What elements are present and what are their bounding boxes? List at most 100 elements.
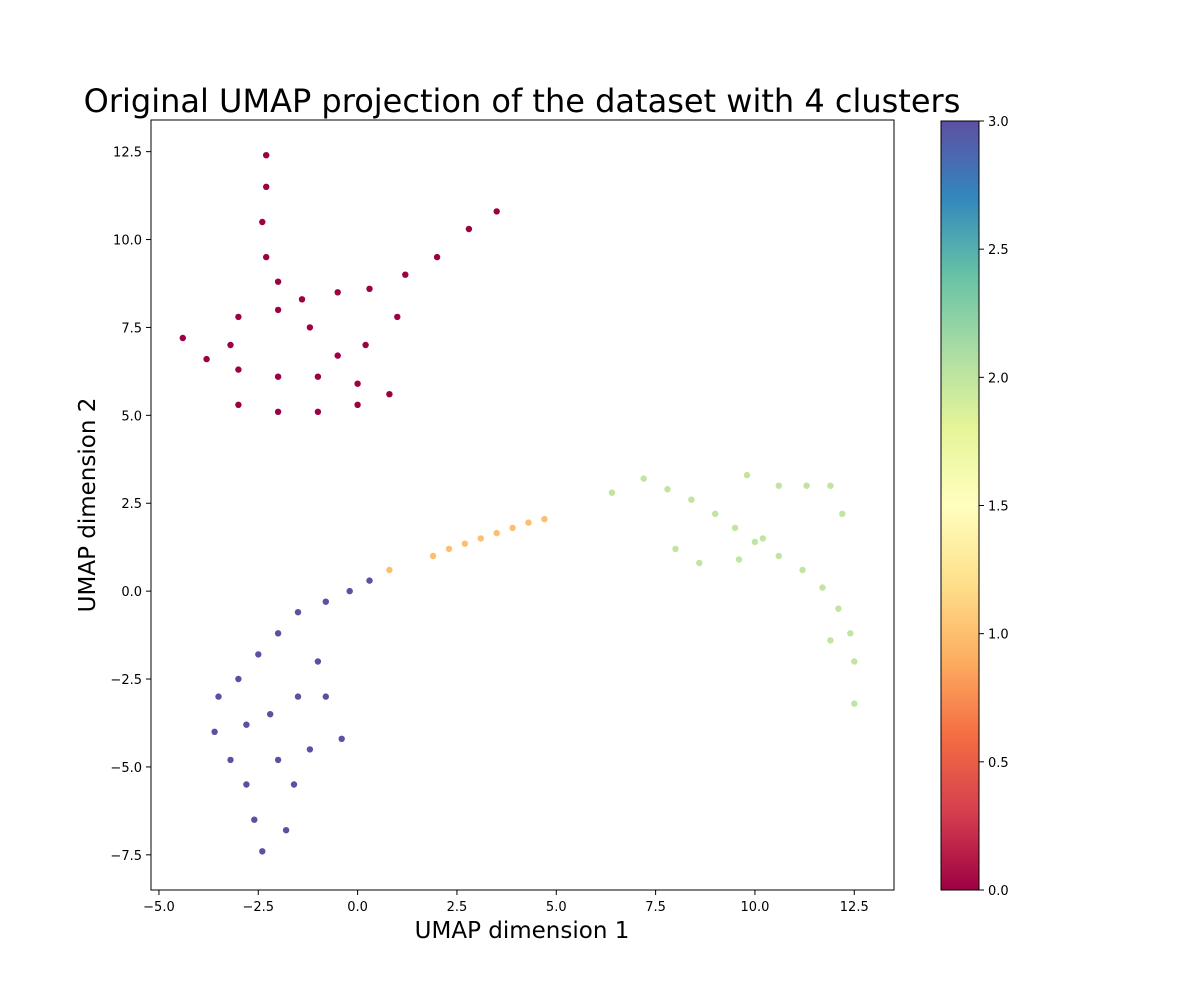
scatter-point [263, 183, 270, 190]
y-tick-label: 5.0 [121, 409, 142, 424]
scatter-point [274, 630, 282, 637]
scatter-point [664, 486, 671, 493]
scatter-point [267, 711, 274, 718]
scatter-point [688, 496, 695, 503]
scatter-point [835, 605, 842, 612]
scatter-point [847, 630, 854, 637]
scatter-point [803, 482, 810, 489]
scatter-point [759, 535, 767, 542]
scatter-point [394, 313, 401, 321]
scatter-point [203, 355, 210, 363]
scatter-point [322, 693, 329, 700]
y-tick-label: −5.0 [110, 761, 142, 776]
scatter-point [243, 721, 250, 728]
scatter-point [282, 827, 290, 834]
scatter-point [461, 540, 469, 547]
scatter-point [306, 324, 314, 331]
plot-area [179, 152, 858, 855]
scatter-point [827, 482, 834, 489]
scatter-point [314, 408, 322, 415]
y-tick-label: 7.5 [121, 321, 142, 336]
scatter-point [672, 545, 679, 553]
y-axis-label: UMAP dimension 2 [75, 398, 101, 613]
scatter-point [235, 313, 242, 321]
scatter-point [819, 584, 826, 591]
x-tick-label: 0.0 [347, 900, 368, 915]
colorbar-tick-label: 0.0 [988, 884, 1009, 899]
scatter-point [274, 373, 282, 380]
plot-frame [150, 119, 895, 891]
colorbar-tick-label: 2.5 [988, 243, 1009, 258]
colorbar-tick-label: 2.0 [988, 371, 1009, 386]
scatter-point [839, 510, 846, 517]
scatter-point [211, 728, 218, 735]
scatter-point [509, 524, 516, 532]
scatter-point [731, 524, 739, 532]
scatter-point [274, 408, 282, 415]
scatter-point [259, 848, 266, 855]
scatter-point [608, 489, 616, 496]
scatter-point [334, 352, 341, 359]
y-tick-label: 10.0 [113, 234, 142, 249]
x-tick-label: 5.0 [546, 900, 567, 915]
scatter-point [851, 658, 858, 665]
scatter-point [274, 756, 282, 764]
y-tick-label: −2.5 [110, 673, 142, 688]
scatter-point [402, 271, 409, 278]
colorbar [940, 120, 980, 891]
scatter-point [386, 391, 393, 398]
scatter-point [314, 658, 322, 665]
scatter-point [493, 208, 500, 215]
colorbar-tick-label: 1.5 [988, 500, 1009, 515]
scatter-point [640, 475, 647, 482]
scatter-point [227, 341, 234, 349]
scatter-point [227, 756, 234, 764]
scatter-point [827, 637, 834, 644]
scatter-point [346, 587, 353, 595]
scatter-point [799, 566, 806, 574]
scatter-point [334, 289, 341, 296]
scatter-point [465, 225, 473, 233]
scatter-point [433, 253, 441, 261]
y-axis: −7.5 −5.0 −2.5 0.0 2.5 5.0 7.5 10.0 12.5 [110, 146, 151, 864]
scatter-point [322, 598, 329, 605]
scatter-point [259, 218, 266, 226]
x-axis: −5.0 −2.5 0.0 2.5 5.0 7.5 10.0 12.5 [143, 890, 869, 915]
x-tick-label: 10.0 [740, 900, 769, 915]
x-tick-label: 7.5 [645, 900, 666, 915]
scatter-point [235, 675, 242, 683]
scatter-point [274, 306, 282, 314]
scatter-point [215, 693, 222, 700]
scatter-point [298, 296, 306, 303]
scatter-point [243, 781, 250, 788]
scatter-point [735, 556, 743, 563]
scatter-point [235, 366, 242, 373]
colorbar-tick-label: 1.0 [988, 628, 1009, 643]
x-tick-label: 12.5 [840, 900, 869, 915]
scatter-point [338, 735, 345, 742]
scatter-point [493, 529, 500, 537]
scatter-point [274, 278, 282, 285]
scatter-point [294, 693, 302, 700]
colorbar-tick-label: 3.0 [988, 115, 1009, 130]
colorbar-tick-label: 0.5 [988, 756, 1009, 771]
scatter-point [306, 746, 314, 753]
x-tick-label: −5.0 [143, 900, 175, 915]
scatter-point [235, 401, 242, 408]
x-axis-label: UMAP dimension 1 [415, 918, 630, 944]
y-tick-label: 0.0 [121, 585, 142, 600]
scatter-point [429, 552, 437, 560]
scatter-point [294, 609, 302, 616]
scatter-point [179, 334, 186, 342]
chart-title: Original UMAP projection of the dataset … [84, 82, 961, 120]
y-tick-label: 2.5 [121, 497, 142, 512]
scatter-point [263, 152, 270, 159]
scatter-point [775, 552, 782, 560]
x-tick-label: −2.5 [242, 900, 274, 915]
scatter-point [354, 380, 361, 387]
scatter-point [263, 253, 270, 261]
scatter-point [314, 373, 322, 380]
scatter-point [251, 816, 258, 823]
scatter-point [386, 566, 393, 574]
